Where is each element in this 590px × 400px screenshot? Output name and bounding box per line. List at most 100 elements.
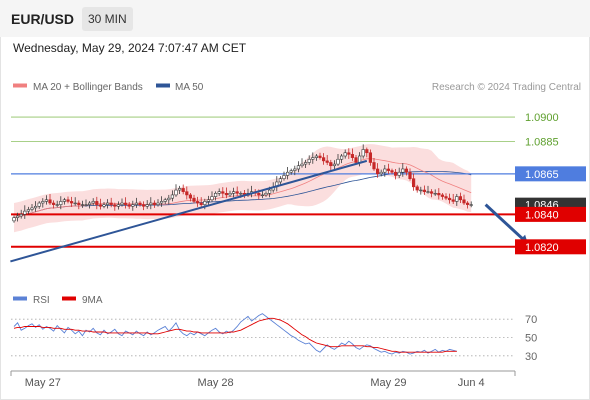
candle-body <box>26 209 31 212</box>
candle-body <box>368 152 373 163</box>
candle-body <box>257 192 261 196</box>
candle-body <box>278 178 283 183</box>
candle-body <box>174 189 178 196</box>
candle-body <box>224 192 229 196</box>
candle-body <box>318 155 322 158</box>
candle-body <box>404 168 409 173</box>
pivot-level-tag <box>515 166 586 182</box>
price-levels <box>11 116 515 248</box>
candle-body <box>375 168 380 175</box>
rsi-ma-legend-label: 9MA <box>82 295 103 306</box>
candle-body <box>149 202 153 205</box>
candle-body <box>196 201 200 204</box>
rsi-ma-legend-swatch <box>62 296 76 301</box>
candle-body <box>447 197 452 201</box>
candle-body <box>178 188 182 191</box>
candle-body <box>235 191 239 194</box>
candle-body <box>210 196 214 201</box>
rsi-ma-line <box>13 317 457 353</box>
x-tick-label: May 27 <box>25 377 61 389</box>
candle-body <box>393 171 398 176</box>
candle-body <box>232 191 236 194</box>
candle-body <box>357 155 362 163</box>
candle-body <box>192 197 196 202</box>
candle-body <box>131 204 135 207</box>
candle-body <box>217 191 221 194</box>
bollinger-band-fill <box>14 144 472 233</box>
support-level-label: 1.0820 <box>525 242 559 254</box>
rsi-tick-label: 70 <box>525 314 537 326</box>
candle-body <box>451 199 455 202</box>
candle-body <box>239 192 243 195</box>
candle-body <box>440 194 445 197</box>
candle-body <box>170 194 175 199</box>
candle-body <box>433 192 437 195</box>
candle-body <box>88 202 92 205</box>
candle-body <box>51 202 56 205</box>
candle-body <box>343 152 347 157</box>
candle-body <box>30 207 34 210</box>
candle-body <box>142 204 146 207</box>
candle-body <box>44 199 48 202</box>
rsi-legend-label: RSI <box>33 295 50 306</box>
candle-body <box>300 163 304 167</box>
candle-body <box>228 192 232 196</box>
rsi-legend-swatch <box>13 296 27 301</box>
candle-body <box>303 162 308 165</box>
candle-body <box>325 160 329 163</box>
candle-body <box>138 202 142 205</box>
candle-body <box>469 204 473 206</box>
candle-body <box>422 189 427 192</box>
candle-body <box>336 158 340 165</box>
candle-body <box>260 194 265 197</box>
candle-body <box>339 155 344 160</box>
candle-body <box>106 202 110 205</box>
candle-body <box>401 168 405 173</box>
ma50-legend-label: MA 50 <box>175 82 204 93</box>
trendline <box>10 159 368 263</box>
candle-body <box>354 157 358 163</box>
candle-body <box>372 162 376 170</box>
candle-body <box>285 171 290 176</box>
candle-body <box>70 201 74 204</box>
candle-body <box>120 202 124 205</box>
support-level-label: 1.0840 <box>525 209 559 221</box>
candle-body <box>33 205 38 209</box>
candle-body <box>289 170 293 173</box>
chart-legend: MA 20 + Bollinger Bands MA 50 Research ©… <box>13 82 581 93</box>
candle-body <box>55 204 59 206</box>
candle-body <box>419 189 423 192</box>
candle-body <box>386 168 391 171</box>
candle-body <box>48 199 52 204</box>
candle-body <box>296 165 301 170</box>
candle-body <box>185 191 189 196</box>
candle-body <box>214 192 218 197</box>
ma20-legend-swatch <box>13 83 27 88</box>
candle-body <box>77 202 81 205</box>
x-axis: May 27 May 28 May 29 Jun 4 <box>10 371 516 389</box>
candle-body <box>282 175 286 180</box>
candle-body <box>12 217 16 222</box>
candle-body <box>95 201 99 205</box>
candle-body <box>156 202 160 205</box>
candle-body <box>188 194 193 199</box>
candle-body <box>145 204 149 207</box>
x-tick-label: Jun 4 <box>458 377 485 389</box>
candle-body <box>365 149 369 154</box>
candle-body <box>444 196 448 199</box>
candle-body <box>329 162 333 167</box>
ma50-legend-swatch <box>156 83 170 88</box>
candle-body <box>203 201 207 205</box>
candle-body <box>397 171 401 176</box>
candle-body <box>15 215 20 218</box>
candle-body <box>113 204 117 207</box>
timeframe-button[interactable]: 30 MIN <box>82 7 133 31</box>
resistance-level-label: 1.0900 <box>525 112 559 124</box>
candle-body <box>134 202 139 205</box>
candle-body <box>458 196 463 201</box>
candle-body <box>390 170 394 173</box>
candle-body <box>426 191 430 193</box>
candle-body <box>332 163 337 167</box>
candle-body <box>411 178 416 188</box>
